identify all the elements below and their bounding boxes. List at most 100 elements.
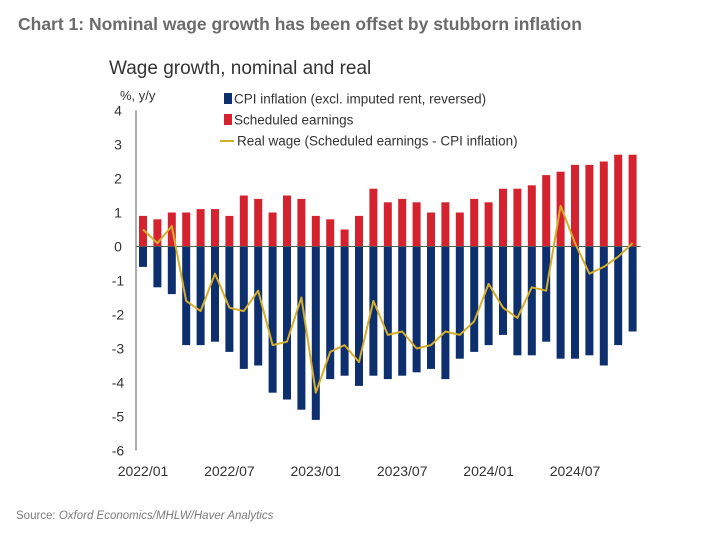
bar-scheduled-earnings <box>153 219 162 247</box>
bar-cpi-inflation <box>283 246 291 400</box>
bar-cpi-inflation <box>383 246 392 380</box>
bar-scheduled-earnings <box>614 154 623 247</box>
bar-cpi-inflation <box>585 246 594 356</box>
bar-cpi-inflation <box>211 246 219 342</box>
bar-scheduled-earnings <box>571 164 579 247</box>
real-wage-line <box>142 204 634 394</box>
bar-scheduled-earnings <box>254 198 263 247</box>
legend-label-cpi: CPI inflation (excl. imputed rent, rever… <box>234 92 486 107</box>
source-note: Source: Oxford Economics/MHLW/Haver Anal… <box>16 510 273 522</box>
bar-scheduled-earnings <box>441 202 450 247</box>
y-tick-label: -5 <box>112 409 125 425</box>
bar-cpi-inflation <box>369 246 378 376</box>
bar-cpi-inflation <box>599 246 608 366</box>
bar-cpi-inflation <box>455 246 464 359</box>
bar-scheduled-earnings <box>239 195 248 247</box>
y-tick-label: 4 <box>114 103 122 119</box>
bar-cpi-inflation <box>239 246 248 369</box>
y-tick-label: 0 <box>114 239 122 255</box>
x-tick-label: 2022/07 <box>204 463 255 479</box>
bar-scheduled-earnings <box>326 219 335 247</box>
bar-scheduled-earnings <box>283 195 291 247</box>
bar-cpi-inflation <box>196 246 205 346</box>
y-tick-label: -4 <box>112 375 125 391</box>
bar-cpi-inflation <box>254 246 263 366</box>
y-tick-label: 1 <box>114 205 122 221</box>
bar-cpi-inflation <box>225 246 234 352</box>
bar-cpi-inflation <box>513 246 522 356</box>
bar-scheduled-earnings <box>527 185 536 247</box>
bar-cpi-inflation <box>355 246 363 386</box>
bar-scheduled-earnings <box>599 161 608 247</box>
y-axis-unit-label: %, y/y <box>120 88 156 103</box>
bar-scheduled-earnings <box>542 175 551 247</box>
bar-scheduled-earnings <box>340 229 349 247</box>
bar-cpi-inflation <box>427 246 435 369</box>
bar-scheduled-earnings <box>499 188 507 247</box>
bar-cpi-inflation <box>412 246 421 373</box>
bar-cpi-inflation <box>139 246 147 267</box>
y-tick-label: 3 <box>114 137 122 153</box>
chart-header-title: Chart 1: Nominal wage growth has been of… <box>18 14 582 34</box>
bar-scheduled-earnings <box>311 215 320 247</box>
bar-cpi-inflation <box>167 246 176 295</box>
x-tick-label: 2023/07 <box>377 463 428 479</box>
bar-scheduled-earnings <box>484 202 493 247</box>
bar-scheduled-earnings <box>211 209 219 247</box>
bar-group <box>139 154 637 420</box>
bar-cpi-inflation <box>311 246 320 420</box>
legend-label-scheduled: Scheduled earnings <box>234 113 354 128</box>
y-axis-labels: 4 3 2 1 0 -1 -2 -3 -4 -5 -6 <box>112 103 125 459</box>
source-label: Source: <box>16 510 59 522</box>
bar-cpi-inflation <box>268 246 277 393</box>
bar-cpi-inflation <box>628 246 637 332</box>
bar-scheduled-earnings <box>355 215 363 247</box>
bar-scheduled-earnings <box>427 212 435 247</box>
bar-cpi-inflation <box>527 246 536 356</box>
source-text: Oxford Economics/MHLW/Haver Analytics <box>58 510 274 522</box>
y-tick-label: -2 <box>112 307 125 323</box>
y-tick-label: -1 <box>112 273 125 289</box>
bar-cpi-inflation <box>571 246 579 359</box>
y-tick-label: -3 <box>112 341 125 357</box>
bar-cpi-inflation <box>441 246 450 380</box>
bar-scheduled-earnings <box>182 212 191 247</box>
chart-title: Wage growth, nominal and real <box>109 58 372 79</box>
x-tick-label: 2024/01 <box>463 463 514 479</box>
bar-scheduled-earnings <box>268 212 277 247</box>
bar-scheduled-earnings <box>139 215 147 247</box>
x-tick-label: 2023/01 <box>290 463 341 479</box>
y-tick-label: -6 <box>112 443 125 459</box>
bar-cpi-inflation <box>614 246 623 346</box>
bar-cpi-inflation <box>556 246 565 359</box>
x-axis-labels: 2022/01 2022/07 2023/01 2023/07 2024/01 2024/… <box>118 463 601 479</box>
bar-scheduled-earnings <box>369 188 378 247</box>
bar-scheduled-earnings <box>196 209 205 247</box>
bar-scheduled-earnings <box>628 154 637 247</box>
bar-scheduled-earnings <box>513 188 522 247</box>
bar-cpi-inflation <box>297 246 306 410</box>
bar-cpi-inflation <box>470 246 479 352</box>
legend-swatch-scheduled <box>224 114 232 125</box>
y-tick-label: 2 <box>114 171 122 187</box>
bar-scheduled-earnings <box>398 198 407 247</box>
bar-cpi-inflation <box>499 246 507 335</box>
bar-scheduled-earnings <box>455 212 464 247</box>
bar-scheduled-earnings <box>297 198 306 247</box>
legend-swatch-cpi <box>224 93 232 104</box>
bar-cpi-inflation <box>340 246 349 376</box>
x-tick-label: 2024/07 <box>550 463 601 479</box>
legend-label-real-wage: Real wage (Scheduled earnings - CPI infl… <box>237 134 518 149</box>
x-tick-label: 2022/01 <box>118 463 169 479</box>
legend: CPI inflation (excl. imputed rent, rever… <box>220 92 518 149</box>
bar-cpi-inflation <box>398 246 407 376</box>
bar-cpi-inflation <box>484 246 493 346</box>
bar-cpi-inflation <box>542 246 551 342</box>
bar-scheduled-earnings <box>470 198 479 247</box>
bar-scheduled-earnings <box>225 215 234 247</box>
bar-cpi-inflation <box>153 246 162 288</box>
bar-scheduled-earnings <box>585 164 594 247</box>
bar-scheduled-earnings <box>412 202 421 247</box>
bar-scheduled-earnings <box>383 202 392 247</box>
